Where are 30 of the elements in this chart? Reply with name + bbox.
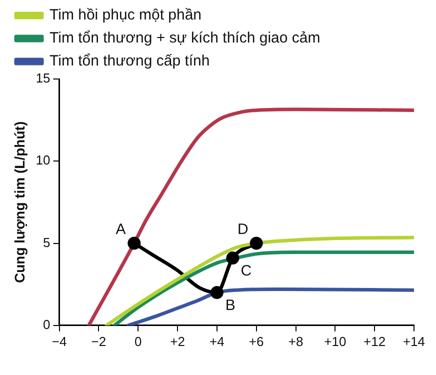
annotation: A (116, 220, 126, 238)
legend-label: Tim tổn thương + sự kích thích giao cảm (50, 30, 320, 47)
y-tick-label: 0 (43, 316, 50, 332)
y-axis-title: Cung lượng tim (L/phút) (11, 121, 28, 284)
y-tick-label: 15 (36, 70, 50, 86)
y-tick-label: 10 (36, 152, 50, 168)
x-tick-label: +8 (288, 334, 304, 349)
point (226, 252, 240, 265)
x-tick-label: +6 (248, 334, 264, 349)
legend-label: Tim hồi phục một phần (50, 6, 202, 24)
legend-label: Tim tổn thương cấp tính (50, 52, 210, 70)
point (128, 236, 141, 250)
line-series (87, 108, 414, 326)
annotation: D (237, 220, 248, 238)
x-tick-label: 0 (134, 334, 142, 349)
point (210, 286, 224, 300)
annotation: C (240, 262, 252, 280)
annotation: B (225, 297, 236, 314)
x-tick-label: +2 (170, 334, 185, 349)
point (250, 236, 263, 250)
x-tick-label: +14 (402, 334, 426, 349)
x-tick-label: −2 (91, 334, 106, 349)
x-tick-label: −4 (52, 334, 67, 349)
line-series (104, 236, 414, 326)
line-series (112, 250, 414, 326)
x-tick-label: +10 (324, 334, 346, 349)
x-tick-label: +12 (364, 334, 386, 349)
y-tick-label: 5 (43, 234, 50, 250)
x-tick-label: +4 (210, 334, 224, 349)
line-series (126, 288, 414, 326)
